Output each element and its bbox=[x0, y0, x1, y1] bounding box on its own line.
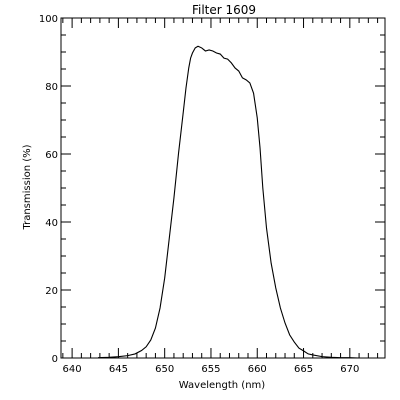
x-tick-label: 660 bbox=[248, 364, 267, 375]
x-tick-label: 655 bbox=[201, 364, 220, 375]
plot-frame bbox=[60, 17, 386, 359]
chart-title: Filter 1609 bbox=[192, 3, 256, 17]
series-line-transmission bbox=[98, 45, 360, 359]
x-tick-label: 665 bbox=[294, 364, 313, 375]
y-tick-label: 40 bbox=[45, 218, 58, 229]
x-tick-label: 645 bbox=[109, 364, 128, 375]
y-tick-label: 0 bbox=[52, 354, 58, 365]
y-tick-label: 20 bbox=[45, 286, 58, 297]
y-axis-label: Transmission (%) bbox=[22, 144, 33, 230]
x-tick-label: 650 bbox=[155, 364, 174, 375]
x-tick-label: 640 bbox=[63, 364, 82, 375]
y-tick-label: 80 bbox=[45, 82, 58, 93]
y-tick-label: 60 bbox=[45, 150, 58, 161]
y-tick-label: 100 bbox=[39, 14, 58, 25]
x-tick-label: 670 bbox=[340, 364, 359, 375]
x-axis-label: Wavelength (nm) bbox=[179, 380, 265, 391]
